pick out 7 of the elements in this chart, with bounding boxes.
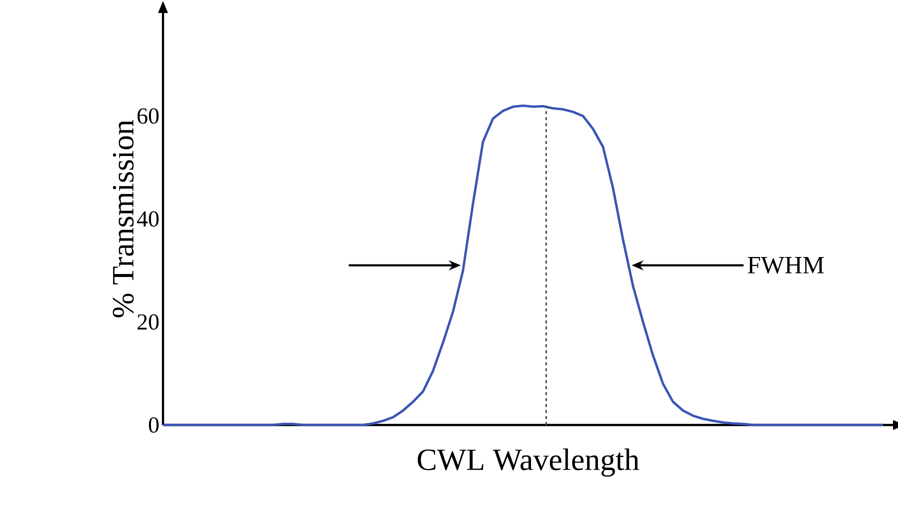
x-axis-title: CWL Wavelength (418, 448, 640, 477)
y-tick-label: 20 (138, 314, 159, 330)
y-tick-label: 60 (138, 108, 159, 124)
annotation: FWHM (748, 256, 824, 274)
y-axis-title: % Transmission (112, 120, 134, 318)
y-tick-label: 0 (148, 417, 159, 433)
y-tick-label: 40 (137, 211, 159, 227)
